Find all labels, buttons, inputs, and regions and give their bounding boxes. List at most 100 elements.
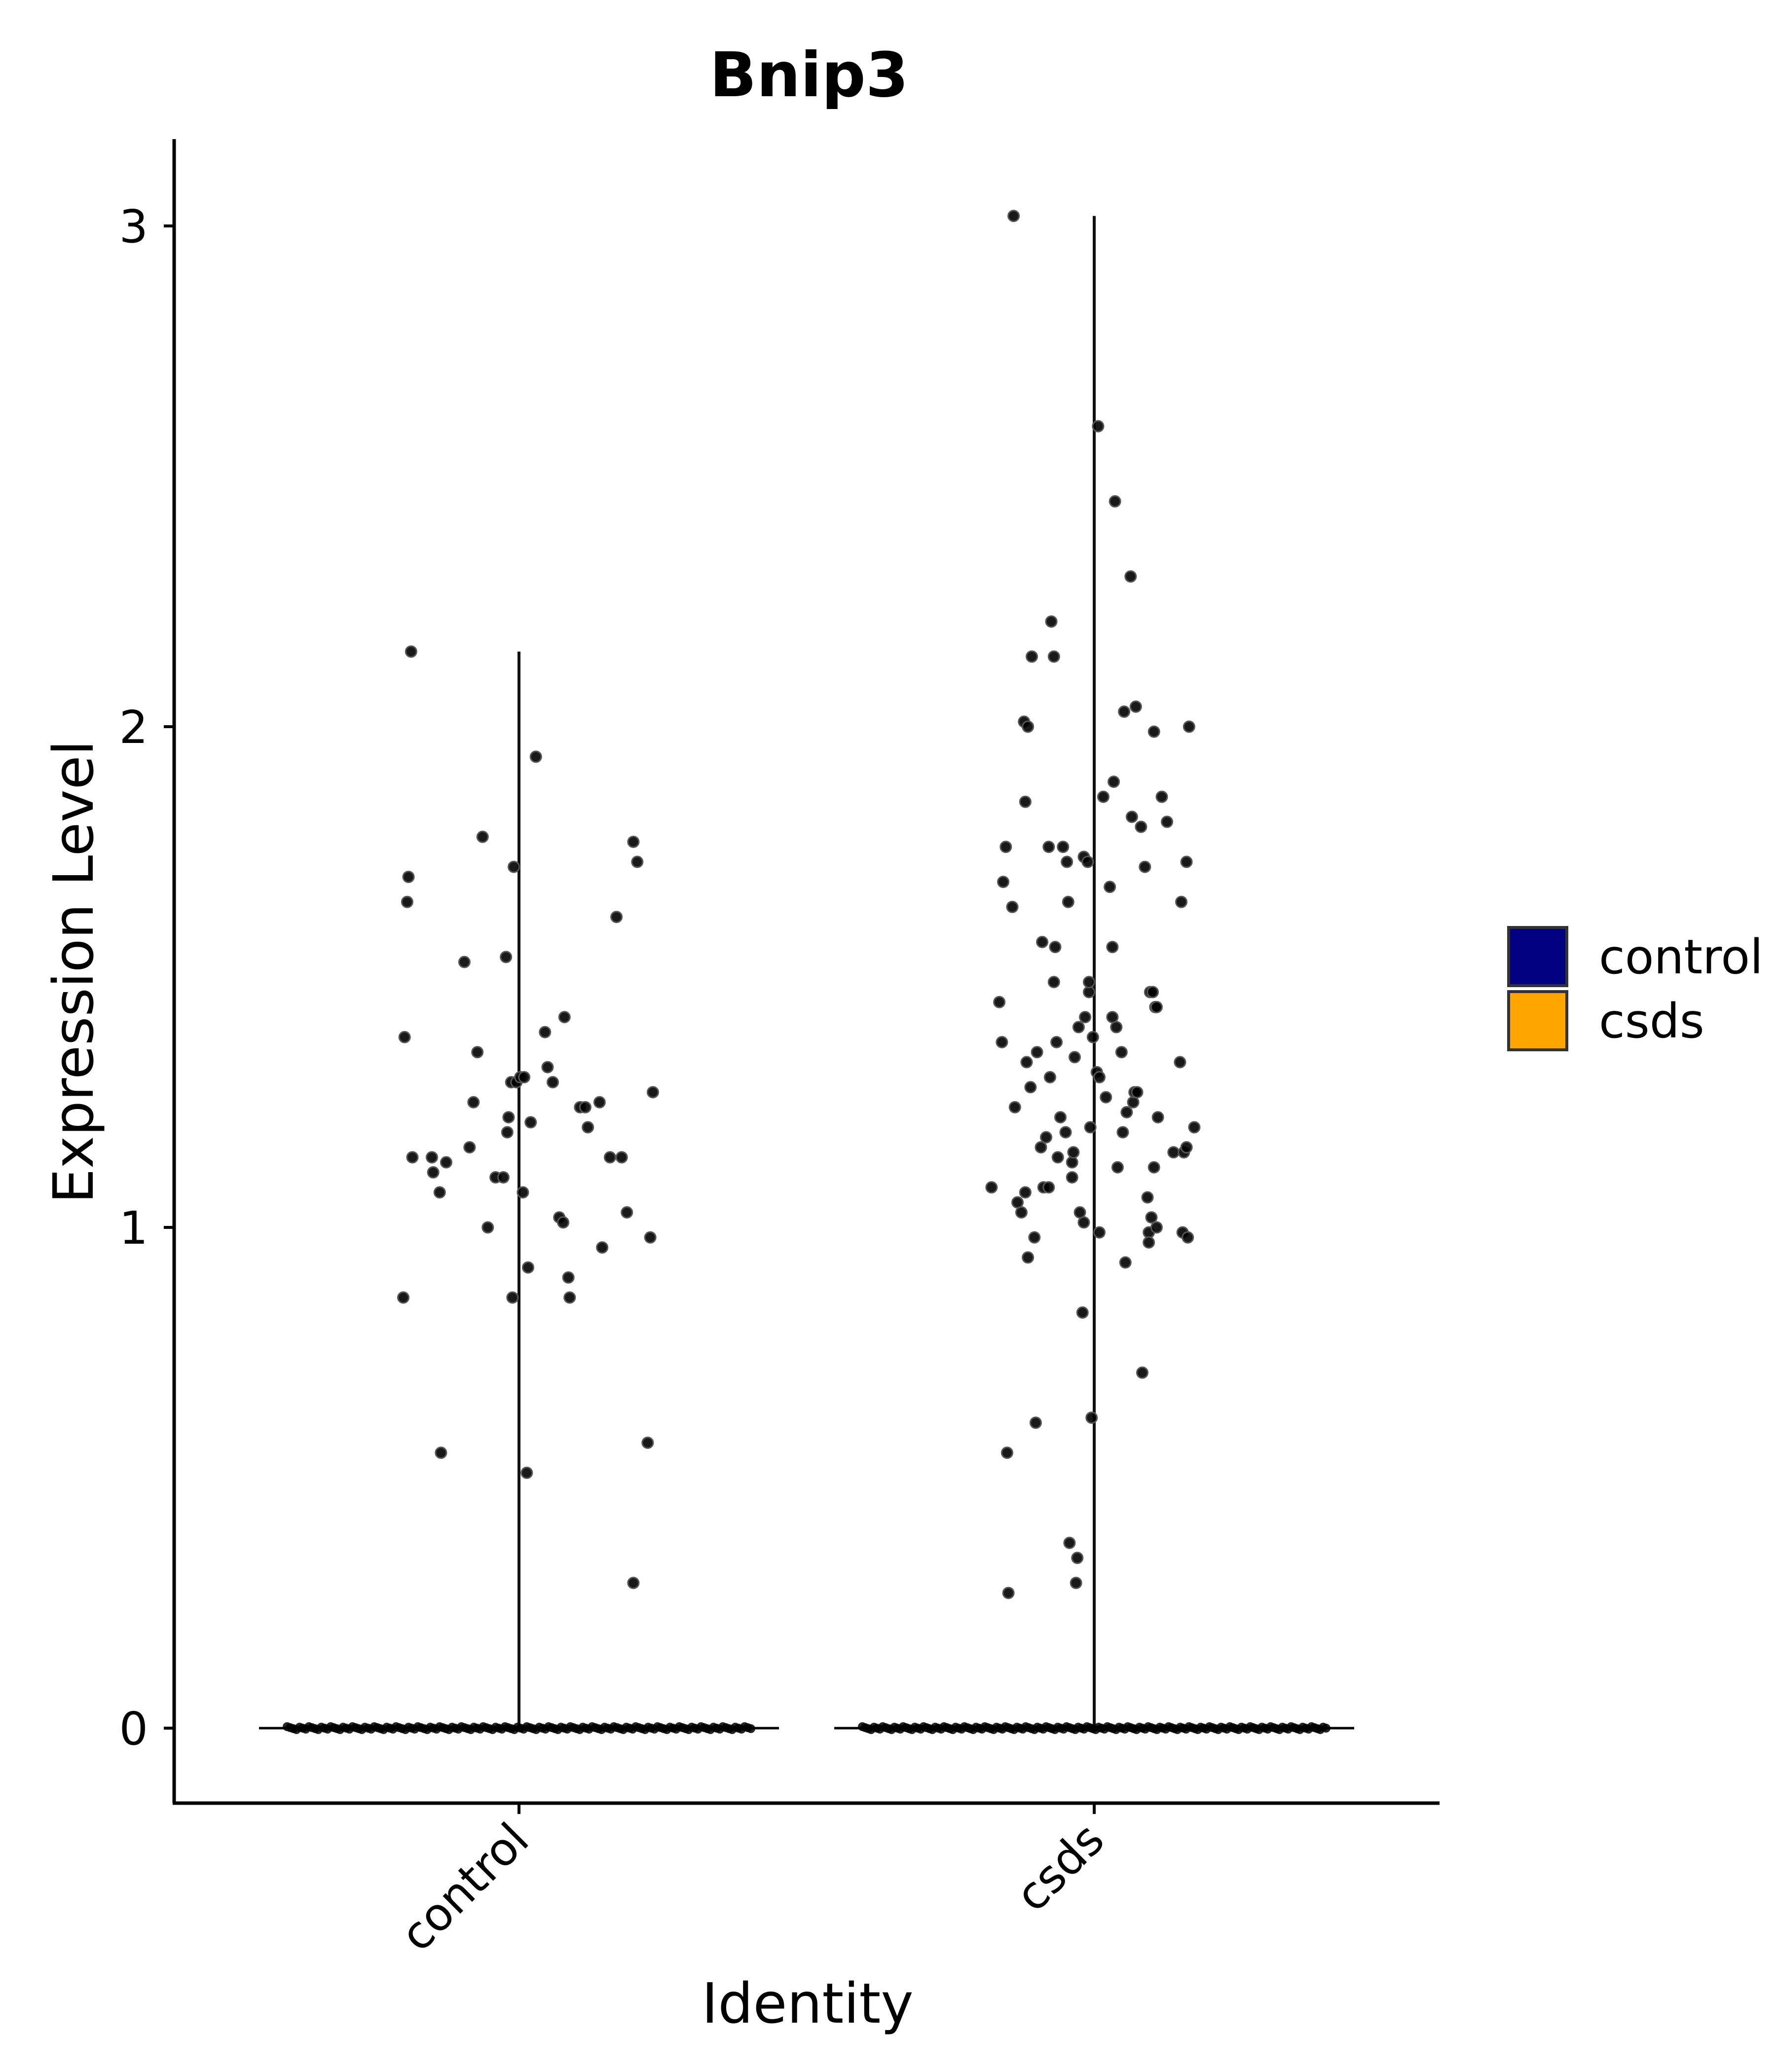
data-point — [1180, 855, 1193, 868]
data-point — [463, 1141, 476, 1154]
data-point — [1077, 1216, 1090, 1229]
data-point — [1092, 420, 1105, 433]
data-point — [615, 1151, 628, 1164]
data-point — [1042, 1181, 1055, 1194]
data-point — [627, 835, 640, 848]
data-point — [1118, 705, 1131, 718]
data-point — [1072, 1021, 1085, 1034]
data-point — [1116, 1126, 1129, 1139]
data-point — [557, 1216, 570, 1229]
data-point — [610, 911, 623, 924]
data-point — [1145, 1211, 1158, 1224]
data-point — [1031, 1046, 1043, 1059]
data-point — [539, 1026, 552, 1038]
data-point — [1040, 1131, 1053, 1144]
data-point — [1051, 1151, 1064, 1164]
data-point — [524, 1116, 537, 1129]
data-point — [1084, 1121, 1097, 1134]
data-point — [1082, 976, 1095, 989]
data-point — [1174, 1056, 1186, 1069]
data-point — [593, 1096, 606, 1109]
data-point — [1136, 1366, 1148, 1379]
data-point — [1019, 1186, 1032, 1199]
data-point — [1106, 941, 1119, 954]
data-point — [1028, 1231, 1041, 1244]
data-point — [1076, 1306, 1089, 1319]
data-point — [641, 1436, 654, 1449]
data-point — [1061, 855, 1073, 868]
data-point — [1029, 1416, 1042, 1429]
data-point — [1155, 790, 1168, 803]
data-point — [1147, 986, 1159, 999]
data-point — [518, 1071, 531, 1083]
data-point — [433, 1186, 446, 1199]
data-point — [476, 830, 489, 843]
data-point — [1063, 1536, 1076, 1549]
data-point — [1104, 881, 1116, 893]
data-point — [603, 1151, 616, 1164]
data-point — [997, 876, 1010, 888]
y-tick-label: 1 — [119, 1202, 148, 1255]
data-point — [999, 841, 1012, 853]
violin-group-csds — [834, 210, 1354, 1734]
data-point — [1036, 935, 1049, 948]
data-point — [471, 1046, 484, 1059]
data-point — [1111, 1161, 1124, 1174]
data-point — [1022, 720, 1035, 733]
data-point — [746, 1724, 755, 1733]
data-point — [1120, 1106, 1133, 1119]
data-point — [521, 1261, 534, 1274]
points-control — [397, 645, 659, 1590]
data-point — [621, 1206, 633, 1219]
data-point — [1059, 1126, 1072, 1139]
data-point — [1047, 650, 1060, 663]
data-point — [996, 1036, 1008, 1048]
data-point — [517, 1186, 529, 1199]
data-point — [1015, 1206, 1028, 1219]
data-point — [1082, 986, 1095, 999]
data-point — [502, 1111, 515, 1124]
data-point — [1071, 1552, 1084, 1564]
violin-group-control — [259, 645, 779, 1734]
data-point — [1124, 570, 1137, 583]
data-point — [993, 996, 1006, 1008]
data-point — [427, 1166, 440, 1179]
data-point — [631, 855, 644, 868]
plot-area — [259, 210, 1354, 1734]
x-axis-ticks: control csds — [390, 1803, 1114, 1961]
data-point — [1151, 1111, 1164, 1124]
y-axis-title: Expression Level — [42, 740, 106, 1203]
data-point — [1070, 1577, 1082, 1590]
data-point — [1000, 1446, 1013, 1459]
data-point — [1007, 210, 1020, 222]
data-point — [497, 1171, 510, 1184]
data-point — [1150, 1221, 1163, 1234]
data-point — [1109, 495, 1121, 508]
data-point — [1127, 1096, 1140, 1109]
data-point — [1150, 1000, 1163, 1013]
data-point — [627, 1577, 640, 1590]
data-point — [1143, 1236, 1155, 1249]
data-point — [1035, 1141, 1047, 1154]
data-point — [1183, 720, 1195, 733]
data-point — [1097, 790, 1110, 803]
y-axis-ticks: 0 1 2 3 — [119, 200, 174, 1755]
data-point — [596, 1241, 609, 1254]
data-point — [1043, 1071, 1056, 1083]
data-point — [425, 1151, 438, 1164]
data-point — [1081, 855, 1094, 868]
data-point — [1106, 1011, 1119, 1024]
data-point — [402, 871, 415, 883]
data-point — [1147, 725, 1160, 738]
data-point — [1026, 650, 1038, 663]
data-point — [1008, 1101, 1021, 1113]
data-point — [1147, 1161, 1160, 1174]
data-point — [1085, 1411, 1098, 1424]
data-point — [458, 956, 471, 968]
data-point — [1006, 900, 1019, 913]
data-point — [1188, 1121, 1201, 1134]
data-point — [1024, 1081, 1037, 1094]
data-point — [1167, 1146, 1180, 1159]
data-point — [1180, 1141, 1193, 1154]
data-point — [1068, 1051, 1081, 1064]
